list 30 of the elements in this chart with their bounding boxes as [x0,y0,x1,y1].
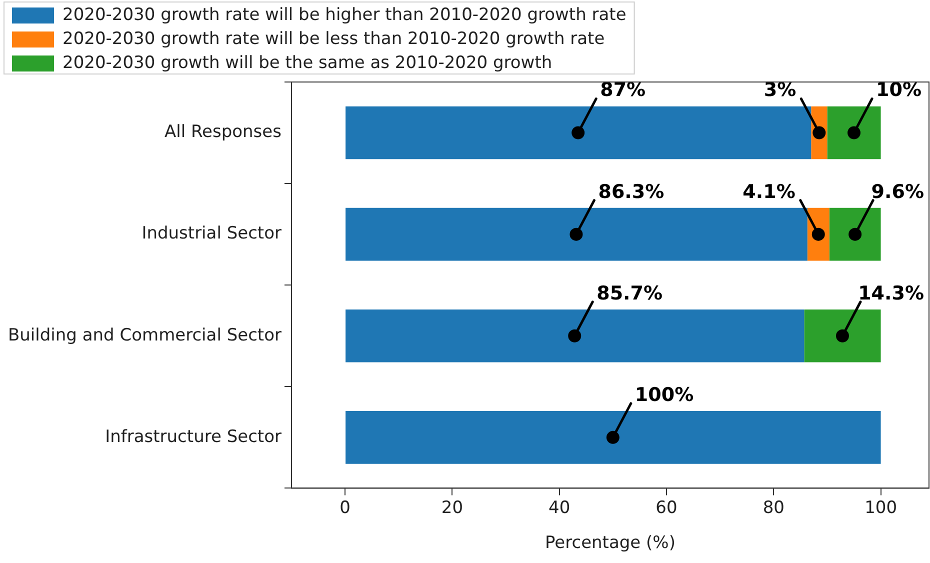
data-label: 9.6% [871,180,924,203]
data-label: 10% [876,79,922,102]
y-tick-label: Building and Commercial Sector [8,325,282,346]
bar [346,411,881,464]
legend-label: 2020-2030 growth rate will be higher than 2010-2020 growth rate [62,4,626,25]
x-axis-title: Percentage (%) [545,533,676,554]
bar [804,309,881,362]
data-label: 85.7% [596,282,663,304]
bar [829,208,881,261]
y-tick-label: Infrastructure Sector [105,426,282,447]
data-label: 86.3% [598,180,664,203]
x-tick-label: 100 [864,498,898,518]
data-label: 14.3% [858,282,924,304]
bar [346,106,812,160]
legend-label: 2020-2030 growth will be the same as 2010-2020 growth [62,52,552,73]
data-label: 3% [764,79,796,102]
y-tick-label: All Responses [164,122,282,142]
x-tick-label: 0 [340,498,350,518]
x-tick-label: 20 [441,498,464,518]
bar [827,106,881,160]
bar [346,208,808,261]
data-label: 4.1% [742,180,796,203]
data-label: 100% [634,384,694,406]
x-tick-label: 60 [656,498,678,518]
y-tick-label: Industrial Sector [142,224,282,244]
data-label: 87% [600,79,646,102]
bar [346,309,804,362]
x-tick-label: 80 [762,498,784,518]
x-tick-label: 40 [548,498,570,518]
legend-label: 2020-2030 growth rate will be less than 2010-2020 growth rate [62,28,605,49]
